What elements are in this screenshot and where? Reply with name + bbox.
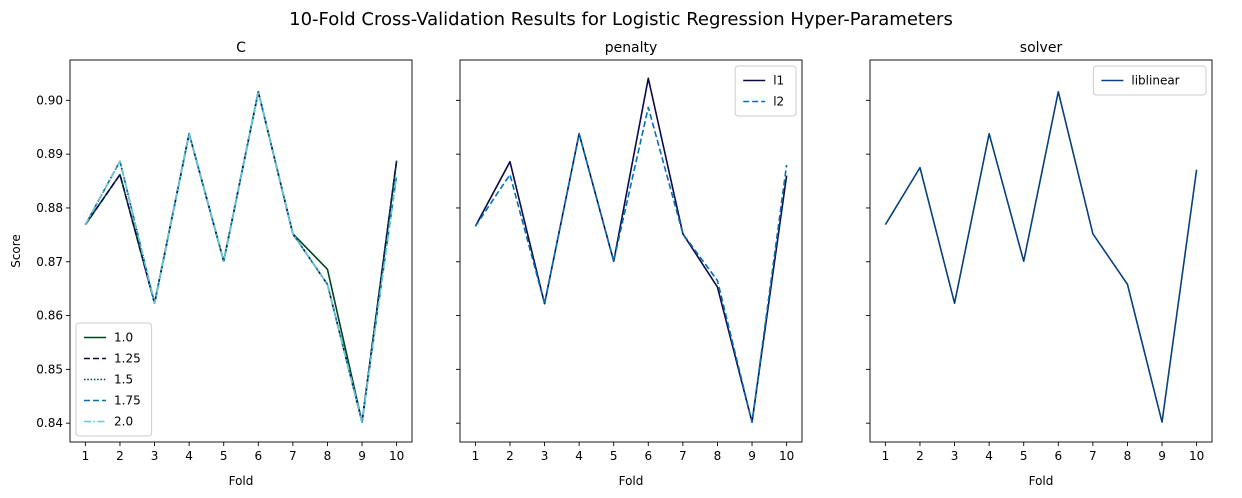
figure-suptitle: 10-Fold Cross-Validation Results for Log…	[289, 9, 953, 30]
x-axis-label: Fold	[619, 474, 644, 488]
x-tick-label: 7	[1089, 449, 1097, 463]
x-tick-label: 5	[610, 449, 618, 463]
axes-title: penalty	[605, 40, 658, 56]
legend-0: 1.0 1.25 1.5 1.75 2.0	[75, 322, 153, 437]
x-tick-label: 3	[151, 449, 159, 463]
x-tick-label: 9	[1158, 449, 1166, 463]
x-tick-label: 4	[185, 449, 193, 463]
x-tick-label: 3	[541, 449, 549, 463]
legend-box	[734, 65, 797, 117]
x-tick-label: 8	[1124, 449, 1132, 463]
x-tick-label: 4	[575, 449, 583, 463]
series-line-0-4	[84, 90, 398, 423]
y-tick-label: 0.87	[36, 255, 63, 269]
x-tick-label: 10	[1189, 449, 1204, 463]
x-tick-label: 10	[389, 449, 404, 463]
x-tick-label: 7	[289, 449, 297, 463]
x-tick-label: 3	[951, 449, 959, 463]
y-tick-label: 0.86	[36, 309, 63, 323]
x-tick-label: 1	[472, 449, 480, 463]
legend-1: l1 l2	[734, 65, 797, 117]
x-tick-label: 2	[506, 449, 514, 463]
x-tick-label: 4	[985, 449, 993, 463]
x-tick-label: 2	[116, 449, 124, 463]
x-tick-label: 9	[748, 449, 756, 463]
legend-label: 1.75	[114, 394, 141, 408]
legend-label: liblinear	[1131, 74, 1179, 88]
axes-frame-1	[459, 59, 803, 443]
x-axis-label: Fold	[229, 474, 254, 488]
axes-title: solver	[1020, 40, 1063, 56]
x-tick-label: 5	[220, 449, 228, 463]
x-tick-label: 8	[714, 449, 722, 463]
legend-2: liblinear	[1092, 65, 1207, 96]
x-tick-label: 6	[254, 449, 262, 463]
x-tick-label: 5	[1020, 449, 1028, 463]
x-tick-label: 10	[779, 449, 794, 463]
y-tick-label: 0.85	[36, 362, 63, 376]
y-tick-label: 0.84	[36, 416, 63, 430]
panel-2: 1 2 3 4 5 6 7 8 9 10 solver Fold liblinear	[866, 40, 1213, 488]
legend-label: 1.25	[114, 352, 141, 366]
legend-box	[1092, 65, 1207, 96]
panel-1: 1 2 3 4 5 6 7 8 9 10 penalty Fold l1 l2	[456, 40, 803, 488]
y-axis-label: Score	[9, 234, 23, 268]
y-tick-label: 0.88	[36, 201, 63, 215]
x-tick-label: 7	[679, 449, 687, 463]
legend-label: 2.0	[114, 415, 133, 429]
y-tick-label: 0.90	[36, 93, 63, 107]
x-axis-label: Fold	[1029, 474, 1054, 488]
legend-label: 1.5	[114, 373, 133, 387]
x-tick-label: 8	[324, 449, 332, 463]
y-tick-label: 0.89	[36, 147, 63, 161]
axes-frame-2	[869, 59, 1213, 443]
axes-frame-0	[69, 59, 413, 443]
panels: 1 2 3 4 5 6 7 8 9 10 0.84 0.85 0.86 0.87 0.88 0.89 0.90 C…	[9, 40, 1213, 488]
legend-label: 1.0	[114, 331, 133, 345]
legend-label: l2	[773, 95, 784, 109]
x-tick-label: 2	[916, 449, 924, 463]
axes-title: C	[236, 40, 246, 56]
x-tick-label: 1	[882, 449, 890, 463]
x-tick-label: 6	[1054, 449, 1062, 463]
series-line-2-0	[884, 90, 1198, 423]
panel-0: 1 2 3 4 5 6 7 8 9 10 0.84 0.85 0.86 0.87 0.88 0.89 0.90 C…	[9, 40, 413, 488]
series-line-1-0	[474, 77, 788, 423]
legend-label: l1	[773, 74, 784, 88]
series-line-1-1	[474, 106, 788, 423]
legend-box	[75, 322, 153, 437]
x-tick-label: 6	[644, 449, 652, 463]
x-tick-label: 1	[82, 449, 90, 463]
x-tick-label: 9	[358, 449, 366, 463]
